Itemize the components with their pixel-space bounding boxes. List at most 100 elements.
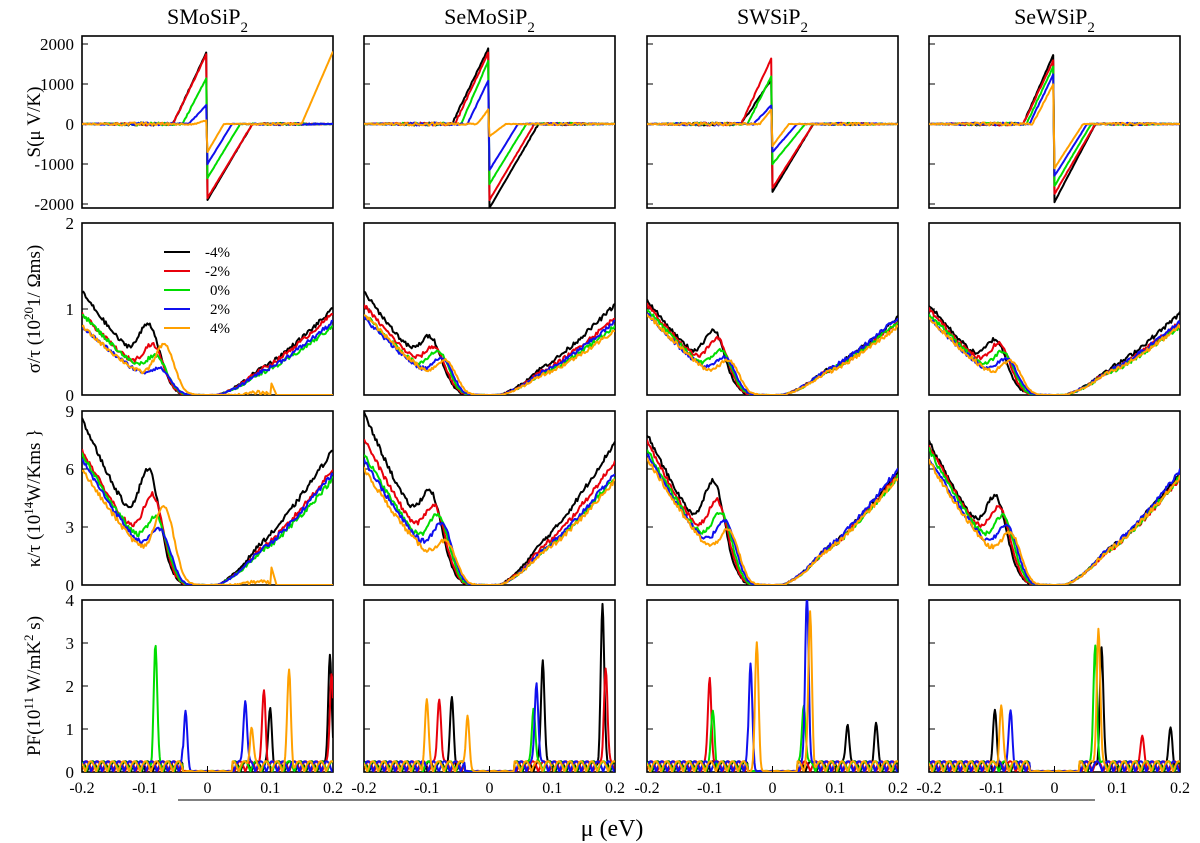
series-line--2%	[364, 438, 615, 585]
panel-S-SMoSiP2: 2000 1000 0 -1000 -2000	[34, 35, 334, 214]
series-line-4%	[364, 314, 615, 395]
series-line--2%	[929, 444, 1180, 585]
series-line-4%	[929, 83, 1180, 170]
series-line--4%	[364, 411, 615, 585]
panel-frame	[81, 35, 334, 209]
x-tick-label: 0.2	[323, 780, 343, 797]
legend-label: 4%	[210, 321, 230, 337]
column-titles: SMoSiP2 SeMoSiP2 SWSiP2 SeWSiP2	[167, 4, 1095, 36]
series-line-2%	[647, 600, 898, 772]
series-line--2%	[647, 676, 898, 772]
y-tick-label: 0	[66, 763, 75, 782]
legend-label: -4%	[205, 245, 230, 261]
series-line-2%	[82, 458, 333, 585]
x-tick-label: 0	[769, 780, 777, 797]
panel-frame	[928, 410, 1181, 586]
panel-kappa-SMoSiP2: 9 6 3 0	[66, 402, 334, 595]
series-line--4%	[364, 290, 615, 395]
panel-frame	[928, 35, 1181, 209]
series-line-4%	[647, 108, 898, 148]
series-line-4%	[929, 627, 1180, 772]
panel-frame	[363, 599, 616, 773]
series-line-4%	[364, 466, 615, 585]
panel-frame	[646, 410, 899, 586]
x-tick-label: -0.1	[132, 780, 157, 797]
column-title-SMoSiP2: SMoSiP2	[167, 4, 248, 36]
series-line-4%	[929, 316, 1180, 395]
panel-frame	[363, 222, 616, 396]
series-line-4%	[82, 469, 333, 585]
column-title-SeWSiP2: SeWSiP2	[1014, 4, 1095, 36]
y-tick-label: 1	[66, 300, 75, 319]
panel-frame	[81, 410, 334, 586]
legend: -4% -2% 0% 2% 4%	[164, 245, 230, 337]
legend-label: 0%	[210, 283, 230, 299]
x-tick-label: 0	[1051, 780, 1059, 797]
shared-x-axis: -0.2 -0.1 0 0.1 0.2 -0.2 -0.1 0 0.1 0.2 -0.2 -0.1 0 0…	[69, 766, 1190, 801]
y-tick-label: 1	[66, 720, 75, 739]
panel-sigma-SWSiP2	[646, 222, 899, 396]
panel-sigma-SMoSiP2: 2 1 0	[66, 214, 334, 405]
x-tick-label: -0.1	[414, 780, 439, 797]
x-tick-label: 0.1	[542, 780, 562, 797]
panel-S-SeMoSiP2	[363, 35, 616, 209]
series-line-0%	[82, 644, 333, 772]
panel-frame	[928, 222, 1181, 396]
series-line--2%	[82, 312, 333, 395]
series-line--2%	[364, 667, 615, 772]
x-tick-label: 0.2	[605, 780, 625, 797]
series-line--4%	[82, 653, 333, 772]
series-line--4%	[647, 435, 898, 585]
x-tick-label: 0.2	[888, 780, 908, 797]
series-line--4%	[364, 602, 615, 772]
x-tick-label: 0.1	[1107, 780, 1127, 797]
ylabel-PF: PF(1011 W/mK2 s)	[21, 616, 46, 756]
series-line-4%	[364, 108, 615, 138]
x-tick-label: -0.2	[351, 780, 376, 797]
column-title-SeMoSiP2: SeMoSiP2	[444, 4, 535, 36]
x-tick-label: -0.1	[697, 780, 722, 797]
x-axis-label: μ (eV)	[581, 816, 644, 842]
panel-PF-SWSiP2	[646, 599, 899, 773]
series-line-4%	[82, 51, 333, 153]
series-line-2%	[364, 682, 615, 772]
x-tick-label: 0	[204, 780, 212, 797]
x-tick-label: -0.1	[979, 780, 1004, 797]
panel-kappa-SeMoSiP2	[363, 410, 616, 586]
panel-S-SeWSiP2	[928, 35, 1181, 209]
y-tick-label: 4	[66, 591, 75, 610]
series-line-4%	[647, 313, 898, 395]
y-tick-label: 0	[66, 576, 75, 595]
panel-frame	[646, 35, 899, 209]
y-tick-label: 9	[66, 402, 75, 421]
y-tick-label: 1000	[40, 75, 74, 94]
series-line-4%	[82, 668, 333, 772]
y-tick-label: -1000	[34, 155, 74, 174]
x-tick-label: 0.2	[1170, 780, 1190, 797]
x-tick-label: -0.2	[634, 780, 659, 797]
series-line--4%	[82, 290, 333, 395]
series-line-2%	[929, 316, 1180, 395]
row-axis-labels: S(μ V/K) σ/τ (10201/ Ωms) κ/τ (1014W/Kms }…	[21, 87, 46, 757]
panel-S-SWSiP2	[646, 35, 899, 209]
series-line--4%	[929, 646, 1180, 772]
y-tick-label: 6	[66, 460, 75, 479]
column-title-SWSiP2: SWSiP2	[737, 4, 808, 36]
series-line-0%	[82, 452, 333, 585]
y-tick-label: -2000	[34, 195, 74, 214]
series-line-2%	[929, 709, 1180, 772]
series-line-0%	[82, 314, 333, 395]
ylabel-S: S(μ V/K)	[24, 87, 45, 158]
y-tick-label: 2	[66, 677, 75, 696]
panel-sigma-SeWSiP2	[928, 222, 1181, 396]
series-line-2%	[364, 458, 615, 585]
series-line-4%	[82, 324, 333, 395]
series-line-4%	[929, 458, 1180, 585]
series-line--2%	[82, 673, 333, 772]
ylabel-kappa: κ/τ (1014W/Kms }	[21, 429, 46, 568]
panel-frame	[646, 222, 899, 396]
panel-frame	[81, 599, 334, 773]
y-tick-label: 3	[66, 634, 75, 653]
panel-frame	[928, 599, 1181, 773]
